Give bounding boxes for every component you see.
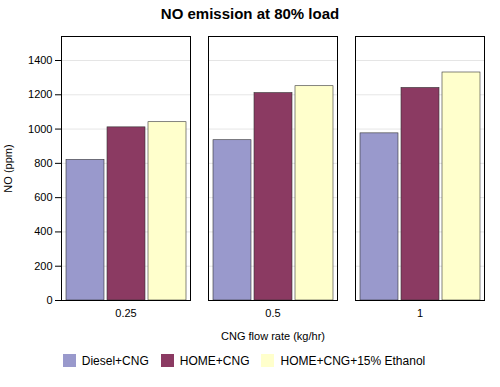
html-text:Diesel+CNG: Diesel+CNG xyxy=(81,353,149,368)
html-text:NO emission at 80% load: NO emission at 80% load xyxy=(160,5,340,22)
svg-text:0: 0 xyxy=(46,294,52,306)
html-text:HOME+CNG+15% Ethanol: HOME+CNG+15% Ethanol xyxy=(280,353,426,368)
svg-text:200: 200 xyxy=(34,260,52,272)
svg-text:CNG flow rate (kg/hr): CNG flow rate (kg/hr) xyxy=(221,330,325,342)
svg-text:400: 400 xyxy=(34,225,52,237)
svg-text:600: 600 xyxy=(34,191,52,203)
html-text:HOME+CNG: HOME+CNG xyxy=(179,353,250,368)
svg-text:1400: 1400 xyxy=(28,54,52,66)
svg-text:1000: 1000 xyxy=(28,123,52,135)
svg-text:NO (ppm): NO (ppm) xyxy=(2,144,14,192)
svg-text:0.25: 0.25 xyxy=(115,307,136,319)
svg-text:1200: 1200 xyxy=(28,88,52,100)
svg-text:0.5: 0.5 xyxy=(265,307,280,319)
svg-text:1: 1 xyxy=(417,307,423,319)
svg-text:800: 800 xyxy=(34,157,52,169)
